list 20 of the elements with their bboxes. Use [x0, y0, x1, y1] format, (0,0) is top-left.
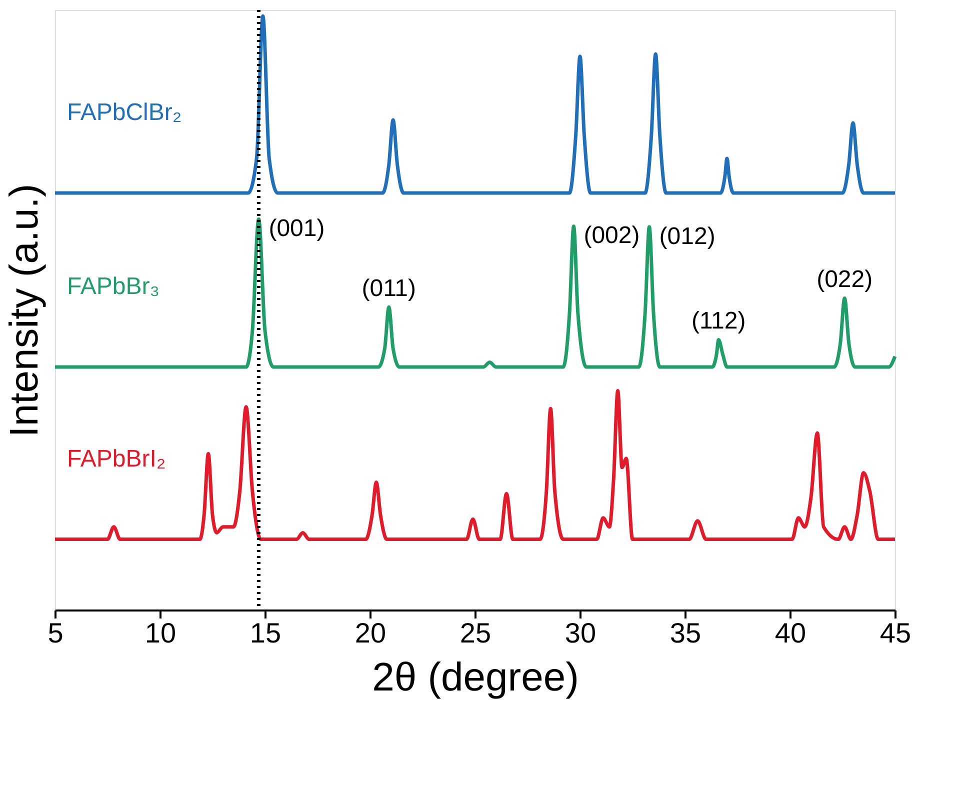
- annotation: (001): [268, 215, 325, 242]
- text: FAPbBr₃: [67, 273, 160, 300]
- annotation: (011): [362, 275, 416, 302]
- x-tick-label: 40: [774, 618, 806, 648]
- text: FAPbClBr₂: [67, 98, 182, 126]
- annotation: (002): [584, 222, 640, 250]
- x-tick-label: 35: [670, 618, 702, 648]
- series-label: FAPbBrI₂: [67, 445, 166, 472]
- y-axis-title: Intensity (a.u.): [2, 184, 46, 438]
- x-tick-label: 25: [460, 618, 492, 648]
- x-tick-label: 20: [354, 618, 386, 648]
- annotation: (012): [659, 222, 716, 250]
- x-axis-title: 2θ (degree): [372, 656, 579, 700]
- x-tick-label: 5: [48, 618, 64, 648]
- x-tick-label: 30: [564, 618, 596, 648]
- annotation: (112): [691, 308, 746, 335]
- x-tick-label: 45: [880, 618, 912, 648]
- x-tick-label: 15: [250, 618, 282, 648]
- x-tick-label: 10: [144, 618, 176, 648]
- annotation: (022): [816, 266, 873, 294]
